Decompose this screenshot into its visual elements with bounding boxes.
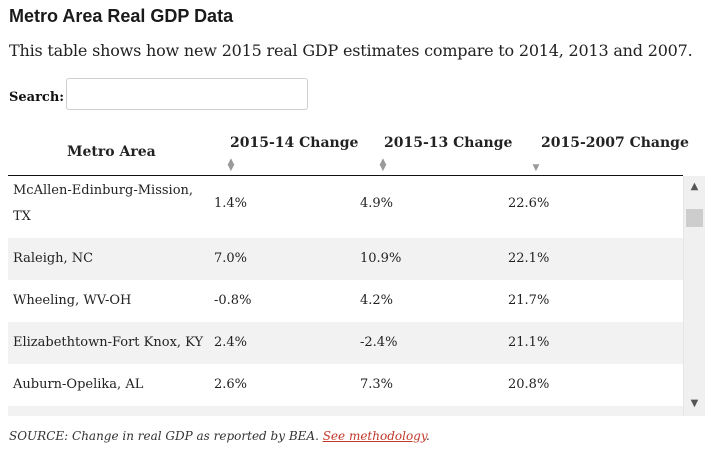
metro-cell: McAllen-Edinburg-Mission, xyxy=(13,183,194,198)
metro-cell: Wheeling, WV-OH xyxy=(13,293,132,308)
change-2015-14-cell: 1.4% xyxy=(214,196,248,211)
column-header-2015-2007-change[interactable]: 2015-2007 Change xyxy=(541,135,689,151)
page-subtitle: This table shows how new 2015 real GDP e… xyxy=(9,41,693,60)
table-header-divider xyxy=(8,175,683,176)
scroll-up-arrow-icon[interactable]: ▲ xyxy=(690,181,699,192)
search-label: Search: xyxy=(9,90,65,105)
change-2015-14-cell: 7.0% xyxy=(214,251,248,266)
sort-down-icon: ▼ xyxy=(379,163,387,173)
change-2015-2007-cell: 22.6% xyxy=(508,196,550,211)
sort-both-icon[interactable]: ▲ ▼ xyxy=(378,157,388,173)
table-scrollbar[interactable]: ▲ ▼ xyxy=(683,176,705,416)
source-text: SOURCE: Change in real GDP as reported b… xyxy=(9,429,323,443)
change-2015-2007-cell: 21.1% xyxy=(508,335,550,350)
column-header-metro-area[interactable]: Metro Area xyxy=(67,144,156,160)
change-2015-13-cell: -2.4% xyxy=(360,335,398,350)
table-row: Wheeling, WV-OH -0.8% 4.2% 21.7% xyxy=(8,280,683,322)
change-2015-13-cell: 7.3% xyxy=(360,377,394,392)
scroll-down-arrow-icon[interactable]: ▼ xyxy=(690,398,699,409)
change-2015-2007-cell: 22.1% xyxy=(508,251,550,266)
sort-down-icon: ▼ xyxy=(532,163,540,173)
table-row-partial xyxy=(8,406,683,416)
sort-down-icon: ▼ xyxy=(227,163,235,173)
sort-descending-icon[interactable]: ▲ ▼ xyxy=(531,159,541,173)
source-suffix: . xyxy=(426,429,430,443)
table-row: Elizabethtown-Fort Knox, KY 2.4% -2.4% 2… xyxy=(8,322,683,364)
change-2015-2007-cell: 20.8% xyxy=(508,377,550,392)
metro-cell: Auburn-Opelika, AL xyxy=(13,377,144,392)
table-row: McAllen-Edinburg-Mission, TX 1.4% 4.9% 2… xyxy=(8,176,683,238)
change-2015-13-cell: 4.9% xyxy=(360,196,394,211)
column-header-2015-13-change[interactable]: 2015-13 Change xyxy=(384,135,513,151)
change-2015-2007-cell: 21.7% xyxy=(508,293,550,308)
sort-up-icon: ▲ xyxy=(227,157,235,167)
change-2015-13-cell: 10.9% xyxy=(360,251,402,266)
metro-cell: Elizabethtown-Fort Knox, KY xyxy=(13,335,204,350)
source-note: SOURCE: Change in real GDP as reported b… xyxy=(9,429,430,443)
table-body[interactable]: McAllen-Edinburg-Mission, TX 1.4% 4.9% 2… xyxy=(8,176,683,416)
methodology-link[interactable]: See methodology xyxy=(322,429,427,443)
metro-cell: Raleigh, NC xyxy=(13,251,94,266)
page-title: Metro Area Real GDP Data xyxy=(9,6,234,26)
change-2015-14-cell: 2.6% xyxy=(214,377,248,392)
sort-both-icon[interactable]: ▲ ▼ xyxy=(226,157,236,173)
column-header-2015-14-change[interactable]: 2015-14 Change xyxy=(230,135,359,151)
change-2015-14-cell: -0.8% xyxy=(214,293,252,308)
search-input[interactable] xyxy=(66,78,308,110)
change-2015-13-cell: 4.2% xyxy=(360,293,394,308)
scrollbar-thumb[interactable] xyxy=(686,209,703,227)
change-2015-14-cell: 2.4% xyxy=(214,335,248,350)
metro-cell-continued: TX xyxy=(13,209,31,224)
table-row: Raleigh, NC 7.0% 10.9% 22.1% xyxy=(8,238,683,280)
sort-up-icon: ▲ xyxy=(379,157,387,167)
table-row: Auburn-Opelika, AL 2.6% 7.3% 20.8% xyxy=(8,364,683,406)
